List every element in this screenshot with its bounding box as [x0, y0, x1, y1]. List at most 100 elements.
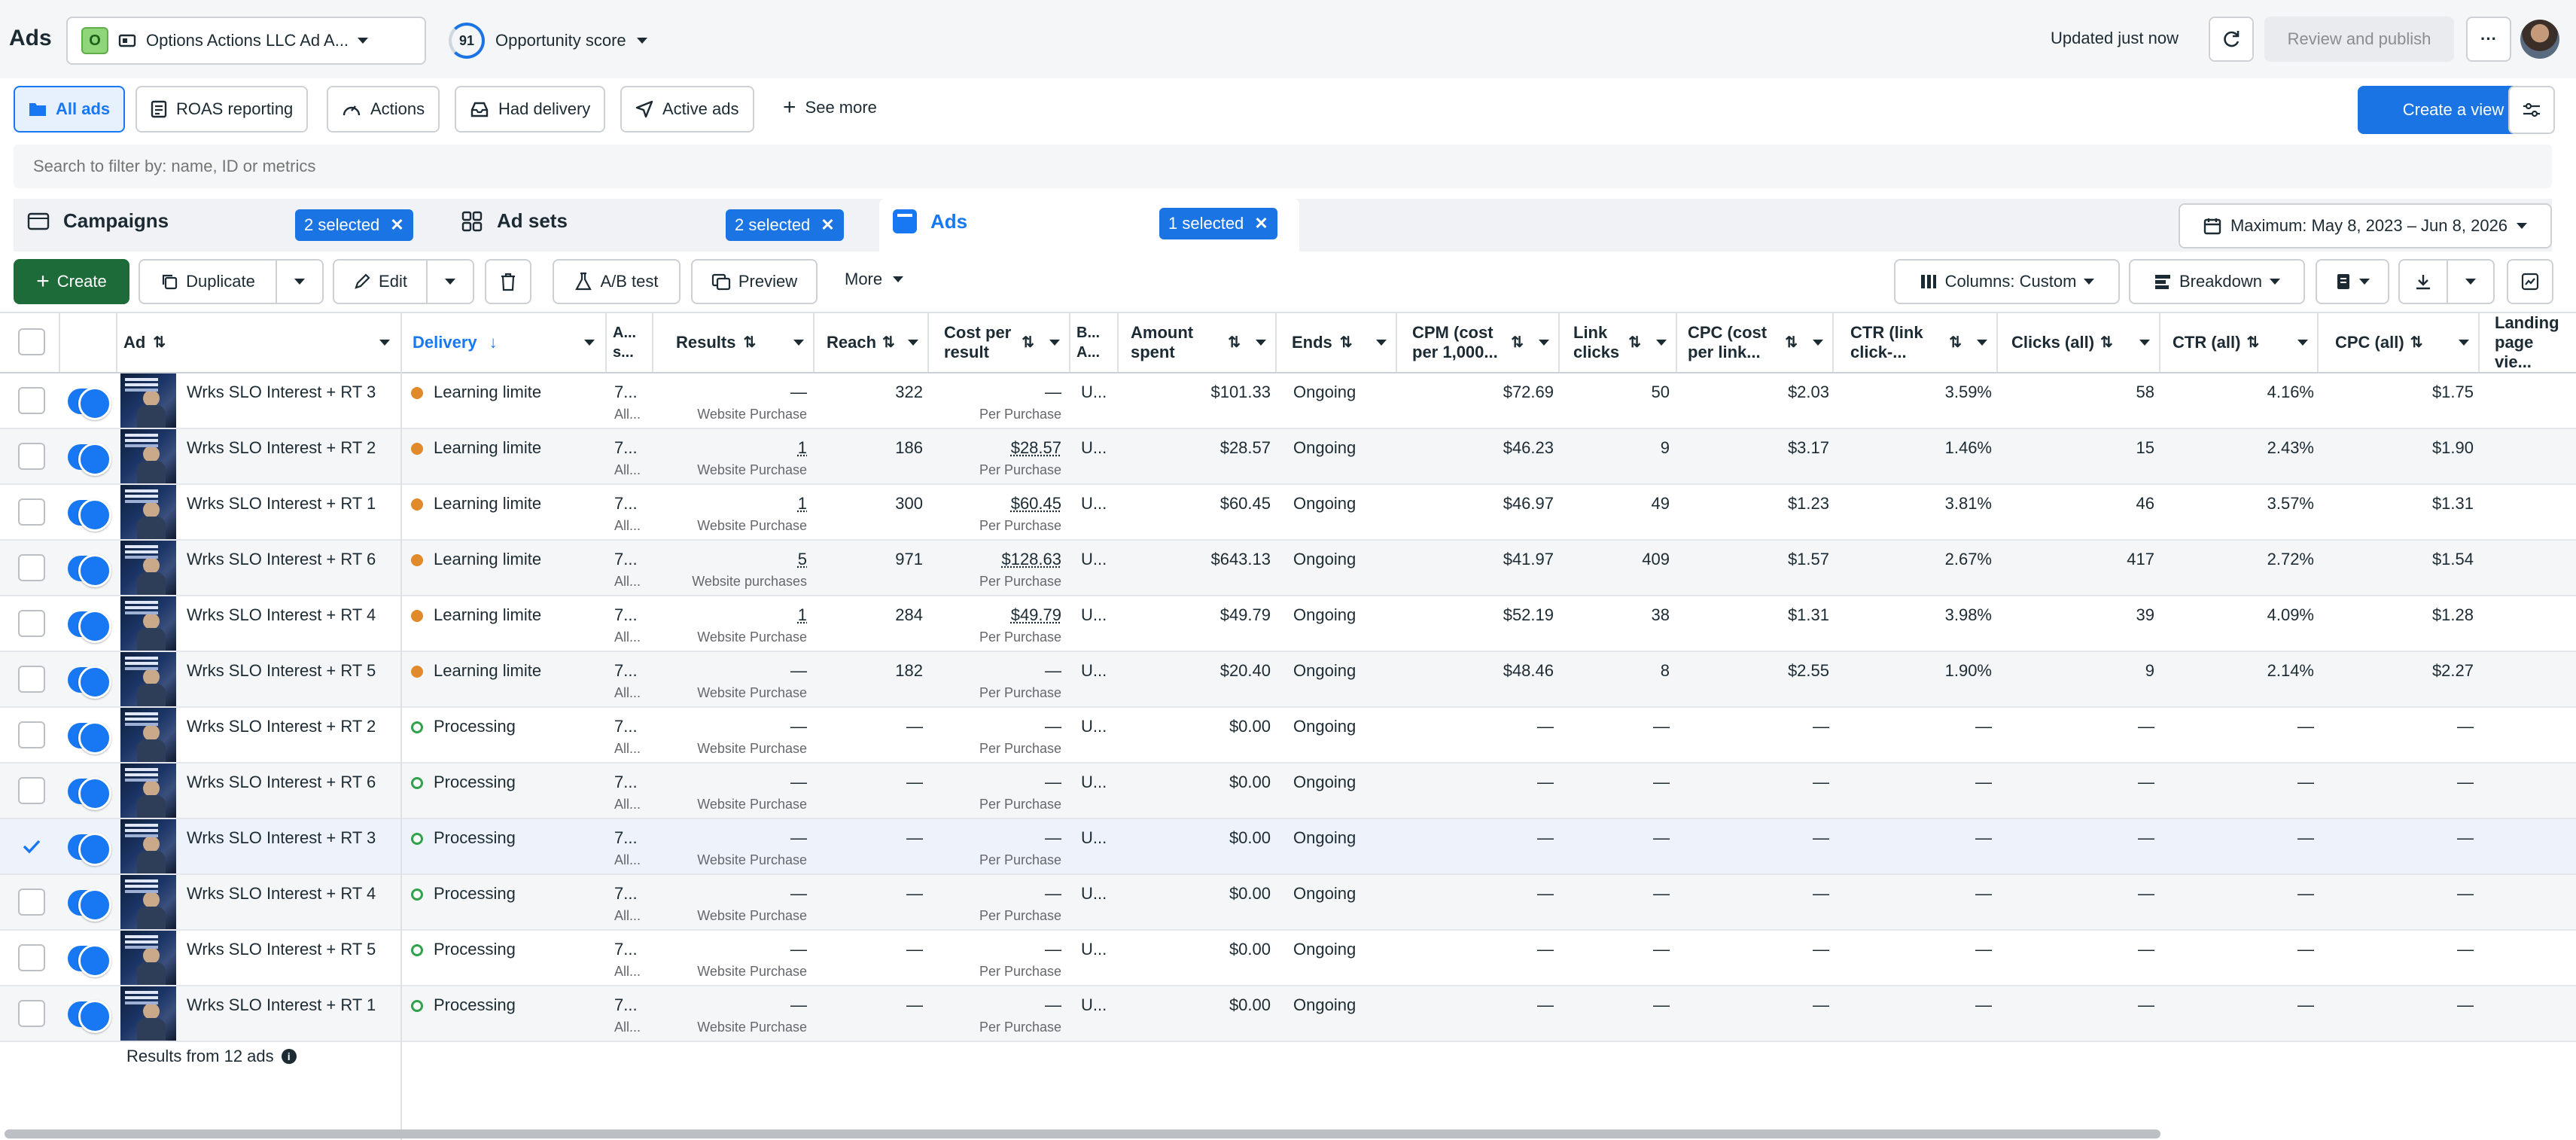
table-row[interactable]: Wrks SLO Interest + RT 6 Learning limite 7…	[0, 541, 2576, 596]
info-icon[interactable]: i	[281, 1049, 297, 1064]
ad-toggle[interactable]	[68, 1000, 111, 1033]
chart-button[interactable]	[2507, 259, 2553, 304]
header-link-clicks[interactable]: Link clicks ⇅	[1560, 313, 1677, 372]
date-range-picker[interactable]: Maximum: May 8, 2023 – Jun 8, 2026	[2179, 203, 2552, 248]
duplicate-button[interactable]: Duplicate	[139, 259, 277, 304]
close-icon[interactable]: ✕	[390, 215, 404, 234]
preview-button[interactable]: Preview	[691, 259, 818, 304]
reports-button[interactable]	[2316, 259, 2389, 304]
ad-toggle[interactable]	[68, 721, 111, 754]
row-checkbox[interactable]	[18, 721, 45, 748]
ad-thumbnail[interactable]	[120, 819, 176, 873]
header-select-all[interactable]	[0, 313, 60, 372]
ad-toggle[interactable]	[68, 498, 111, 532]
ad-thumbnail[interactable]	[120, 986, 176, 1041]
ad-name[interactable]: Wrks SLO Interest + RT 5	[187, 661, 376, 680]
table-row[interactable]: Wrks SLO Interest + RT 2 Processing 7... Al…	[0, 708, 2576, 764]
table-row[interactable]: Wrks SLO Interest + RT 5 Learning limite 7…	[0, 652, 2576, 708]
ad-toggle[interactable]	[68, 944, 111, 977]
table-row[interactable]: Wrks SLO Interest + RT 1 Processing 7... Al…	[0, 986, 2576, 1042]
ad-toggle[interactable]	[68, 777, 111, 810]
ad-thumbnail[interactable]	[120, 764, 176, 818]
review-publish-button[interactable]: Review and publish	[2264, 17, 2454, 62]
row-checkbox[interactable]	[18, 777, 45, 804]
header-clicks-all[interactable]: Clicks (all) ⇅	[1998, 313, 2160, 372]
row-checkbox[interactable]	[18, 889, 45, 916]
header-cost-per-result[interactable]: Cost per result ⇅	[929, 313, 1070, 372]
ad-thumbnail[interactable]	[120, 652, 176, 706]
ad-name[interactable]: Wrks SLO Interest + RT 5	[187, 940, 376, 959]
more-options-button[interactable]: ···	[2466, 17, 2511, 62]
see-more-button[interactable]: + See more	[783, 96, 877, 119]
ad-name[interactable]: Wrks SLO Interest + RT 3	[187, 828, 376, 847]
table-row[interactable]: Wrks SLO Interest + RT 4 Learning limite 7…	[0, 596, 2576, 652]
cell-results[interactable]: 1	[797, 494, 807, 513]
ad-thumbnail[interactable]	[120, 429, 176, 483]
breakdown-button[interactable]: Breakdown	[2129, 259, 2305, 304]
close-icon[interactable]: ✕	[1254, 214, 1268, 233]
account-selector[interactable]: O Options Actions LLC Ad A...	[66, 17, 426, 65]
header-cpc-link[interactable]: CPC (cost per link... ⇅	[1677, 313, 1834, 372]
ad-toggle[interactable]	[68, 666, 111, 699]
header-ad[interactable]: Ad ⇅	[117, 313, 402, 372]
header-ends[interactable]: Ends ⇅	[1277, 313, 1397, 372]
ad-name[interactable]: Wrks SLO Interest + RT 6	[187, 773, 376, 791]
ad-thumbnail[interactable]	[120, 875, 176, 929]
cell-results[interactable]: 5	[797, 550, 807, 568]
header-as[interactable]: A... s...	[607, 313, 653, 372]
view-active-ads[interactable]: Active ads	[620, 86, 754, 133]
ad-name[interactable]: Wrks SLO Interest + RT 1	[187, 995, 376, 1014]
horizontal-scrollbar[interactable]	[5, 1129, 2160, 1138]
header-cpc-all[interactable]: CPC (all) ⇅	[2319, 313, 2480, 372]
view-had-delivery[interactable]: Had delivery	[455, 86, 606, 133]
columns-button[interactable]: Columns: Custom	[1894, 259, 2120, 304]
view-all-ads[interactable]: All ads	[14, 86, 126, 133]
table-row[interactable]: Wrks SLO Interest + RT 2 Learning limite 7…	[0, 429, 2576, 485]
edit-dropdown[interactable]	[426, 259, 474, 304]
ad-toggle[interactable]	[68, 889, 111, 922]
ad-thumbnail[interactable]	[120, 373, 176, 428]
ad-name[interactable]: Wrks SLO Interest + RT 6	[187, 550, 376, 568]
row-checkbox[interactable]	[18, 1000, 45, 1027]
cell-results[interactable]: 1	[797, 438, 807, 457]
row-checkbox[interactable]	[18, 443, 45, 470]
table-row[interactable]: Wrks SLO Interest + RT 5 Processing 7... Al…	[0, 931, 2576, 986]
table-row[interactable]: Wrks SLO Interest + RT 4 Processing 7... Al…	[0, 875, 2576, 931]
select-all-checkbox[interactable]	[18, 328, 45, 355]
cell-cpr[interactable]: $28.57	[1010, 438, 1061, 457]
ad-thumbnail[interactable]	[120, 708, 176, 762]
export-dropdown[interactable]	[2447, 259, 2495, 304]
edit-button[interactable]: Edit	[333, 259, 428, 304]
row-checkbox[interactable]	[18, 610, 45, 637]
header-ctr-all[interactable]: CTR (all) ⇅	[2160, 313, 2319, 372]
duplicate-dropdown[interactable]	[276, 259, 324, 304]
cell-cpr[interactable]: $60.45	[1010, 494, 1061, 513]
search-input[interactable]	[14, 145, 2552, 188]
more-dropdown[interactable]: More	[845, 270, 904, 289]
table-row[interactable]: Wrks SLO Interest + RT 1 Learning limite 7…	[0, 485, 2576, 541]
view-settings-button[interactable]	[2508, 86, 2555, 134]
table-row[interactable]: Wrks SLO Interest + RT 3 Processing 7... Al…	[0, 819, 2576, 875]
ads-selected-badge[interactable]: 1 selected ✕	[1159, 208, 1277, 239]
view-actions[interactable]: Actions	[327, 86, 440, 133]
export-button[interactable]	[2398, 259, 2448, 304]
ab-test-button[interactable]: A/B test	[553, 259, 681, 304]
ad-name[interactable]: Wrks SLO Interest + RT 2	[187, 438, 376, 457]
avatar[interactable]	[2520, 20, 2559, 59]
ad-thumbnail[interactable]	[120, 485, 176, 539]
header-amount-spent[interactable]: Amount spent ⇅	[1119, 313, 1277, 372]
row-checkbox[interactable]	[18, 554, 45, 581]
ad-toggle[interactable]	[68, 387, 111, 420]
ad-thumbnail[interactable]	[120, 541, 176, 595]
create-button[interactable]: + Create	[14, 259, 129, 304]
header-b[interactable]: B... A...	[1070, 313, 1119, 372]
cell-results[interactable]: 1	[797, 605, 807, 624]
ad-toggle[interactable]	[68, 610, 111, 643]
ad-name[interactable]: Wrks SLO Interest + RT 2	[187, 717, 376, 736]
row-checkbox[interactable]	[18, 944, 45, 971]
header-reach[interactable]: Reach ⇅	[815, 313, 929, 372]
ad-thumbnail[interactable]	[120, 931, 176, 985]
cell-cpr[interactable]: $128.63	[1001, 550, 1061, 568]
cell-cpr[interactable]: $49.79	[1010, 605, 1061, 624]
table-row[interactable]: Wrks SLO Interest + RT 6 Processing 7... Al…	[0, 764, 2576, 819]
